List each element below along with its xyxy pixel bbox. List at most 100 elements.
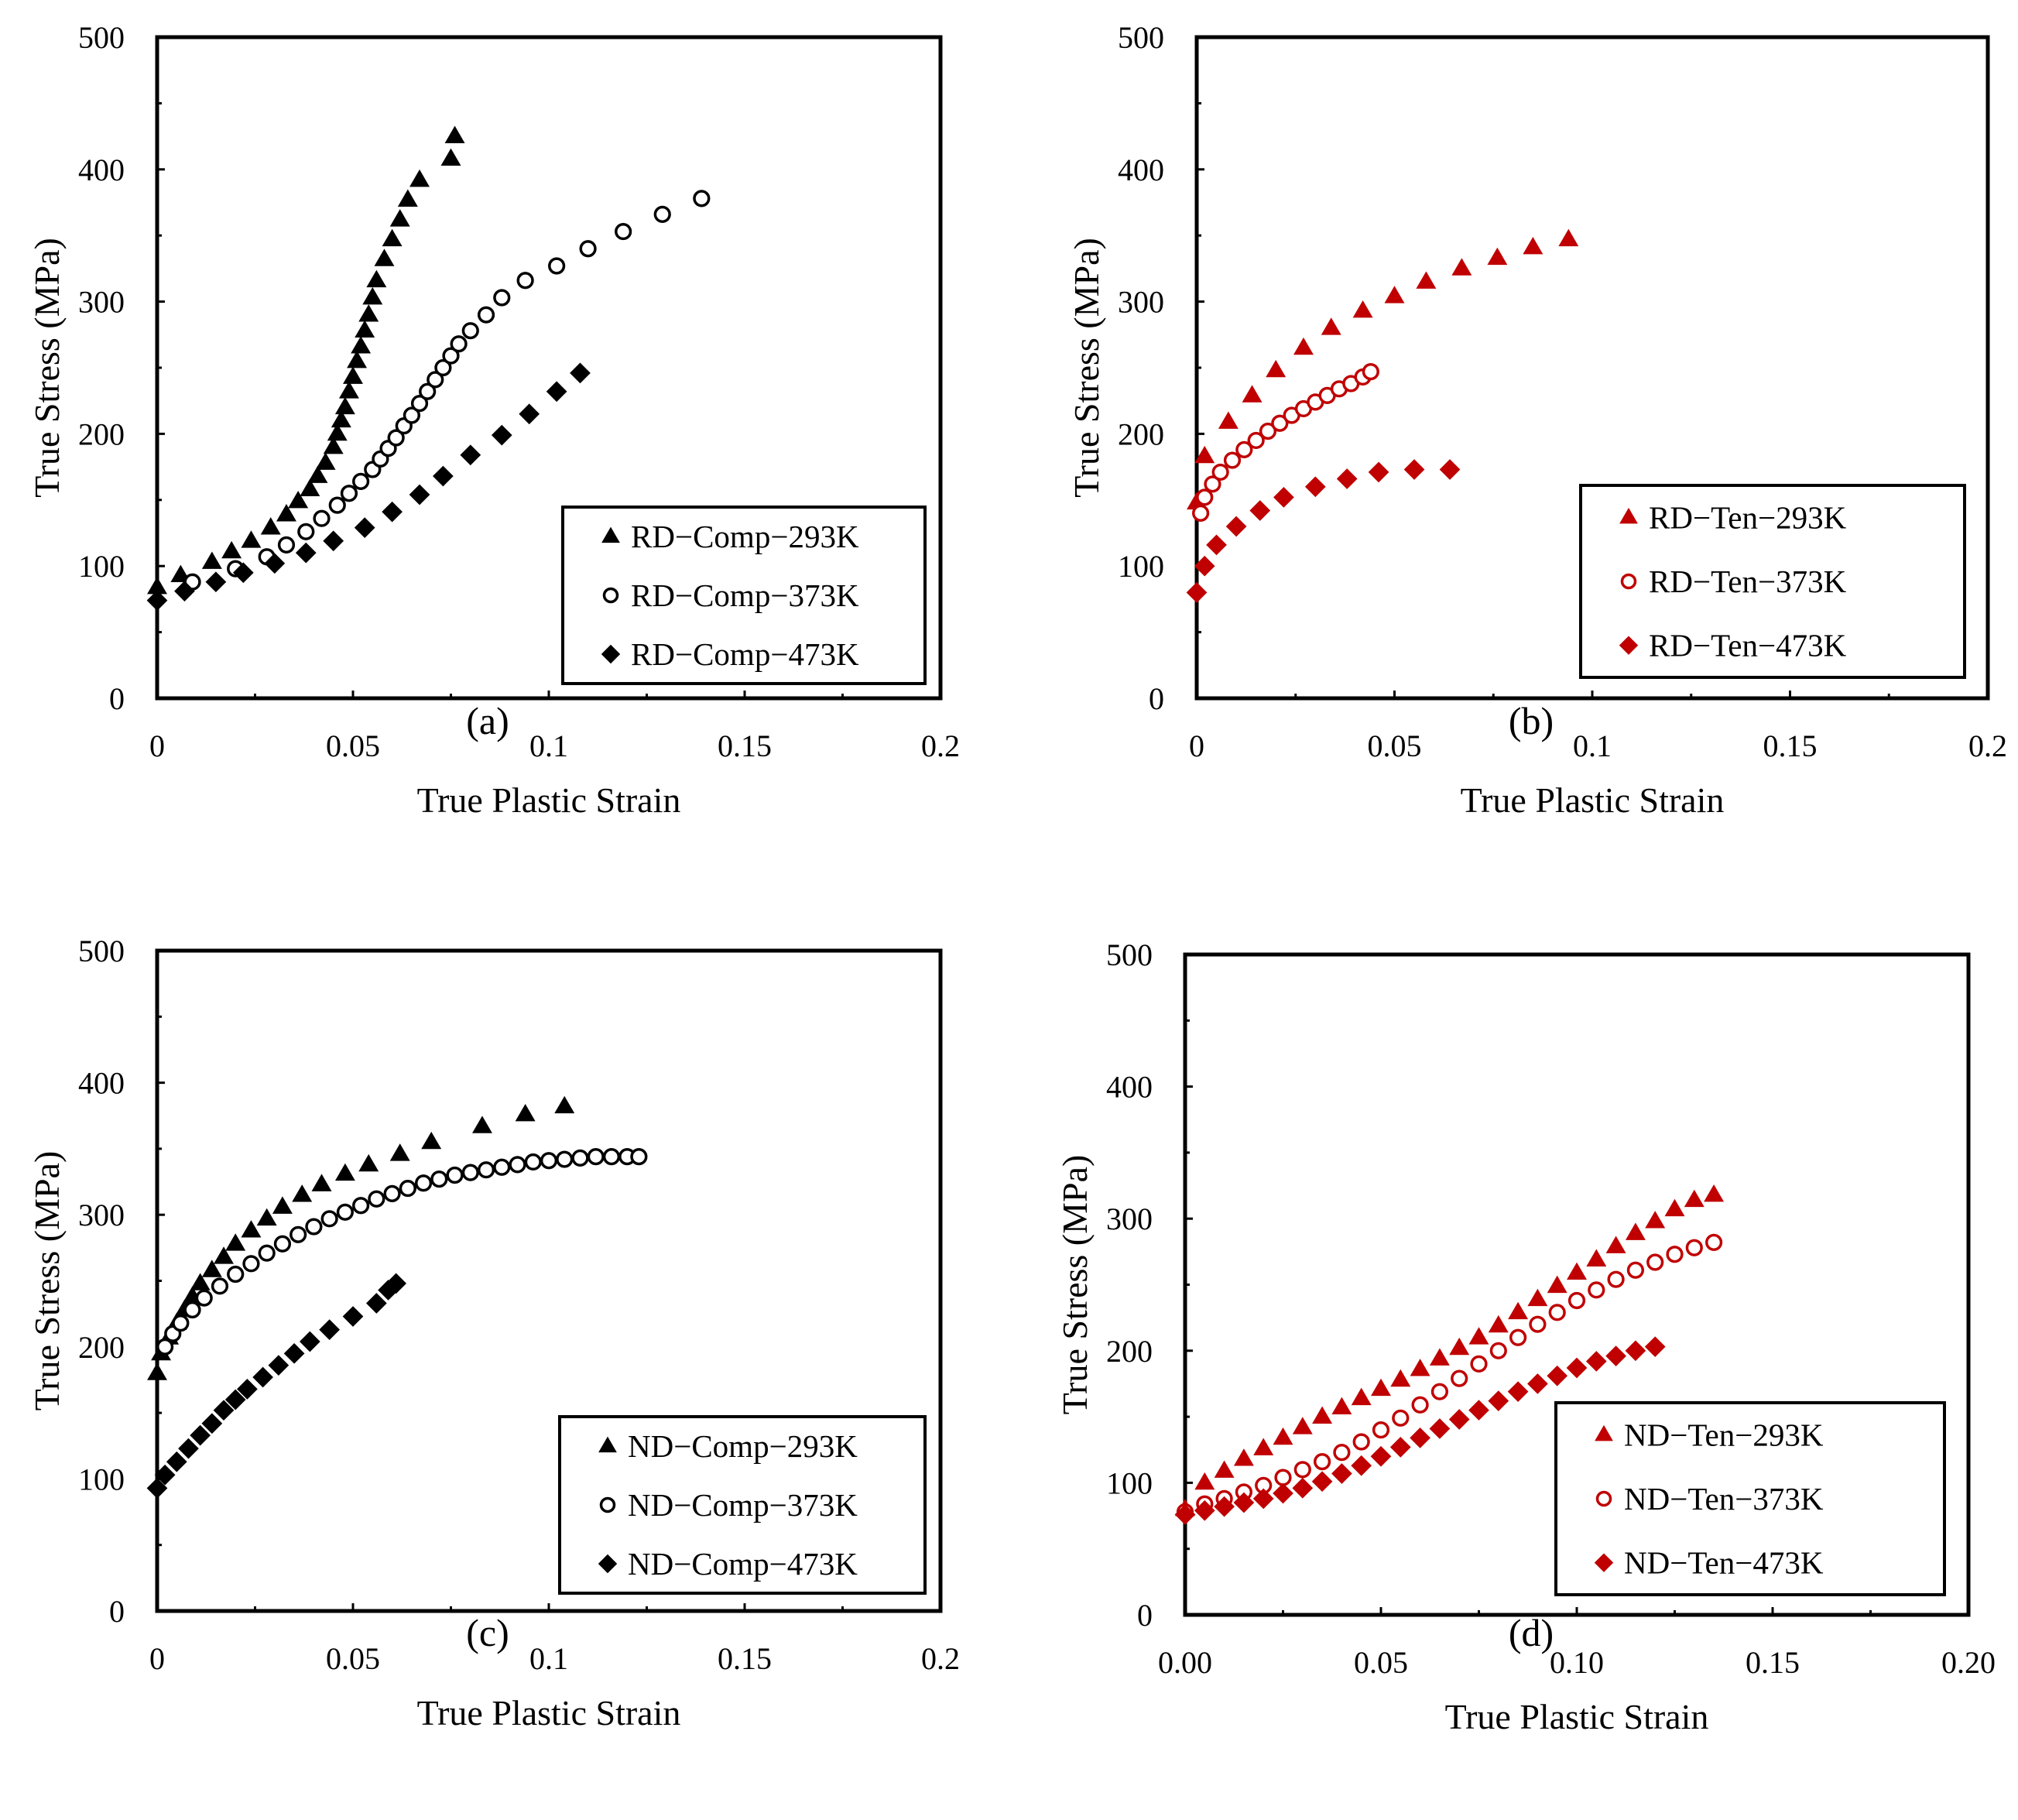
legend-entry-label: ND−Comp−293K (628, 1428, 858, 1464)
series-2 (146, 362, 591, 611)
data-point (264, 553, 286, 574)
legend-entry-label: ND−Ten−373K (1624, 1481, 1824, 1517)
legend-marker (598, 1554, 618, 1574)
data-point (146, 1477, 168, 1499)
y-tick-label: 300 (1106, 1201, 1153, 1236)
data-point (1451, 258, 1472, 276)
data-point (1646, 1253, 1664, 1271)
legend-entry-label: RD−Ten−473K (1649, 628, 1847, 663)
data-point (1626, 1261, 1644, 1279)
data-point (1529, 1315, 1547, 1333)
data-point (1586, 1249, 1607, 1266)
data-point (351, 336, 372, 354)
data-point (587, 1148, 605, 1166)
data-point (1410, 1359, 1430, 1376)
data-point (156, 1338, 174, 1356)
data-point (358, 1153, 379, 1172)
data-point (1314, 1453, 1331, 1471)
data-point (201, 551, 222, 569)
data-point (1605, 1345, 1626, 1366)
x-axis-label: True Plastic Strain (417, 1693, 681, 1733)
data-point (516, 272, 534, 290)
data-point (430, 1170, 448, 1188)
data-point (509, 1156, 526, 1174)
data-point (570, 362, 591, 384)
x-tick-label: 0 (149, 728, 165, 763)
data-point (227, 1265, 245, 1284)
x-tick-label: 0.1 (1573, 728, 1612, 763)
data-point (1489, 1342, 1507, 1359)
data-point (1274, 1469, 1292, 1486)
data-point (201, 1413, 223, 1434)
data-point (307, 465, 328, 483)
data-point (334, 396, 355, 415)
series-2 (1174, 1336, 1666, 1525)
data-point (1211, 463, 1229, 482)
data-point (305, 1218, 323, 1236)
legend-marker (1620, 573, 1637, 590)
data-point (323, 436, 344, 454)
data-point (446, 1166, 464, 1184)
data-point (242, 1255, 260, 1273)
data-point (1196, 488, 1214, 506)
legend-entry-label: ND−Ten−293K (1624, 1417, 1824, 1452)
data-point (300, 478, 320, 496)
data-point (460, 444, 481, 466)
data-point (347, 350, 368, 368)
data-point (419, 382, 437, 400)
data-point (1371, 1378, 1391, 1397)
legend-marker (1594, 1553, 1614, 1572)
data-point (1625, 1222, 1646, 1240)
x-tick-label: 0.10 (1550, 1645, 1604, 1680)
data-point (382, 501, 403, 523)
data-point (1351, 1455, 1372, 1476)
data-point (556, 1150, 574, 1168)
data-point (1705, 1233, 1723, 1252)
data-point (1292, 1477, 1314, 1499)
data-point (1547, 1365, 1568, 1386)
data-point (1351, 1387, 1372, 1406)
data-point (1403, 459, 1425, 480)
data-point (214, 1246, 234, 1264)
data-point (190, 1424, 211, 1446)
data-point (1192, 504, 1210, 522)
y-tick-label: 300 (78, 1198, 125, 1232)
data-point (146, 590, 168, 611)
data-point (174, 581, 195, 602)
data-point (273, 1235, 292, 1253)
y-tick-label: 100 (1118, 549, 1164, 584)
data-point (1411, 1396, 1429, 1414)
data-point (1292, 1417, 1313, 1434)
data-point (1304, 476, 1326, 498)
data-point (444, 125, 465, 143)
data-point (252, 1366, 273, 1388)
data-point (355, 320, 375, 338)
y-tick-label: 100 (78, 549, 125, 584)
data-point (1488, 1390, 1509, 1411)
data-point (1666, 1246, 1684, 1263)
data-point (268, 1355, 290, 1376)
legend: ND−Ten−293K ND−Ten−373K ND−Ten−473K (1554, 1401, 1946, 1596)
data-point (213, 1400, 235, 1421)
series-2 (1186, 459, 1461, 603)
data-point (1439, 459, 1461, 480)
data-point (1566, 1357, 1588, 1379)
x-tick-label: 0.1 (529, 728, 568, 763)
data-point (1186, 582, 1208, 603)
data-point (491, 424, 512, 446)
y-axis-label: True Stress (MPa) (1055, 1155, 1095, 1415)
data-point (211, 1277, 229, 1295)
x-tick-label: 0.2 (921, 728, 960, 763)
data-point (442, 347, 460, 365)
data-point (1214, 1460, 1235, 1478)
data-point (1247, 431, 1265, 450)
x-tick-label: 0.15 (718, 728, 772, 763)
y-tick-label: 200 (78, 1330, 125, 1365)
data-point (1644, 1336, 1666, 1358)
data-point (554, 1095, 575, 1114)
y-tick-label: 0 (109, 681, 125, 716)
data-point (1312, 1406, 1333, 1424)
data-point (383, 1184, 401, 1203)
data-point (409, 484, 430, 506)
data-point (1645, 1211, 1666, 1229)
